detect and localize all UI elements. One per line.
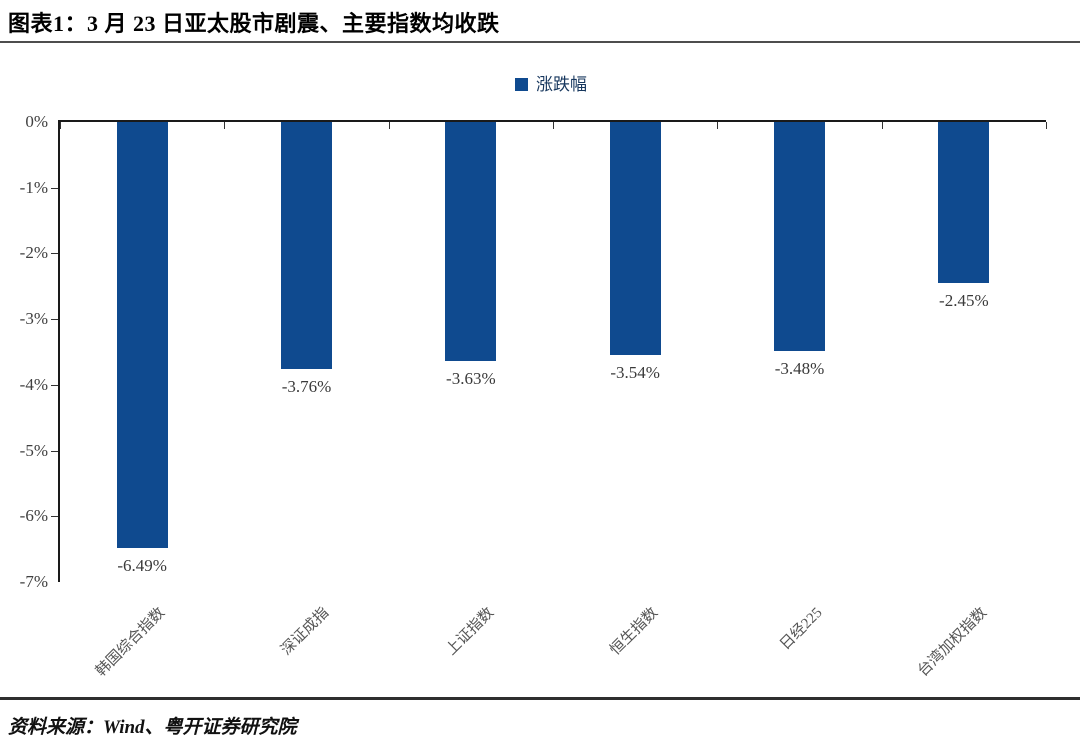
bar-value-label: -3.48% (774, 358, 825, 378)
y-axis-tick-label: -2% (19, 243, 48, 263)
bar (116, 122, 168, 549)
y-axis-tick-label: -5% (19, 440, 48, 460)
bar-value-label: -3.63% (446, 368, 496, 388)
y-axis-tick-mark (51, 450, 58, 452)
legend-swatch-icon (515, 78, 528, 91)
bar (281, 122, 332, 370)
source-note: 资料来源：Wind、粤开证券研究院 (8, 717, 297, 738)
legend-label: 涨跌幅 (536, 75, 587, 94)
y-axis-tick-mark (51, 319, 58, 321)
y-axis-tick-mark (51, 187, 58, 189)
y-axis-tick-mark (51, 516, 58, 518)
x-axis-tick-mark (60, 122, 61, 129)
bar-value-label: -2.45% (939, 291, 989, 310)
bar (609, 122, 661, 355)
x-axis-tick-mark (881, 122, 883, 129)
plot-area: 0% -1% -2% -3% -4% -5% -6% -7% -6.49% 韩国综合指数 -3.76… (20, 112, 1047, 680)
bar-value-label: -3.54% (610, 362, 660, 382)
x-axis-category-label: 韩国综合指数 (93, 604, 169, 680)
y-axis-tick-label: -3% (19, 309, 48, 329)
x-axis-category-label: 日经225 (777, 604, 826, 654)
x-axis-category-label: 深证成指 (278, 604, 333, 659)
x-axis-category-label: 上证指数 (443, 604, 497, 659)
y-axis-tick-mark (51, 384, 58, 386)
x-axis-tick-mark (553, 122, 554, 129)
bar (445, 122, 497, 361)
x-axis-tick-mark (1046, 122, 1047, 129)
bar (938, 122, 990, 283)
legend: 涨跌幅 (58, 70, 1044, 95)
x-axis-tick-mark (388, 122, 390, 129)
title-divider (0, 41, 1080, 43)
x-axis-tick-mark (224, 122, 226, 129)
y-axis-tick-label: -6% (19, 506, 48, 526)
y-axis-tick-label: -7% (19, 572, 48, 591)
footer-divider (0, 697, 1080, 700)
y-axis-tick-label: -1% (19, 177, 48, 197)
bar (774, 122, 825, 351)
y-axis-tick-mark (51, 253, 58, 255)
y-axis-tick-label: 0% (25, 112, 48, 131)
bar-value-label: -3.76% (281, 377, 332, 397)
x-axis-category-label: 台湾加权指数 (915, 604, 990, 680)
x-axis-tick-mark (717, 122, 719, 129)
figure-title: 图表1：3 月 23 日亚太股市剧震、主要指数均收跌 (8, 11, 500, 36)
x-axis-category-label: 恒生指数 (607, 604, 662, 659)
y-axis-tick-label: -4% (19, 374, 48, 394)
bar-value-label: -6.49% (117, 556, 167, 576)
